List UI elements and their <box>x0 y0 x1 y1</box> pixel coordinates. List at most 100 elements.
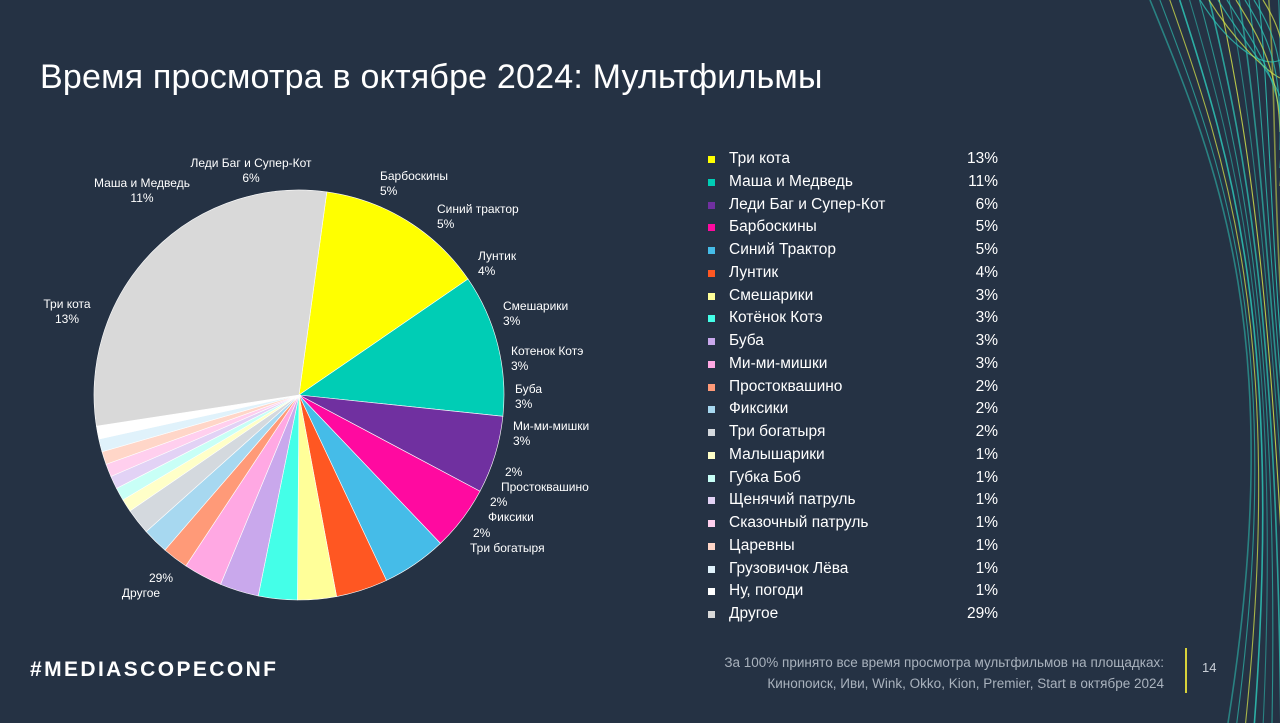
legend-value: 1% <box>975 559 998 577</box>
slice-label-фиксики: 2%Фиксики <box>488 495 534 524</box>
slice-label-value: 29% <box>149 571 173 585</box>
slice-label-value: 4% <box>478 264 496 278</box>
legend-label: Буба <box>729 332 764 349</box>
legend-item-царевны: Царевны 1% <box>706 535 1006 558</box>
legend-label: Синий Трактор <box>729 241 836 258</box>
legend-item-простоквашино: Простоквашино 2% <box>706 376 1006 399</box>
decor-curve <box>1218 0 1280 526</box>
pie-slice-три-кота <box>298 191 469 396</box>
legend-swatch <box>708 269 715 277</box>
slice-label-простоквашино: 2%Простоквашино <box>501 465 589 494</box>
slice-label-name: Фиксики <box>488 510 534 524</box>
legend-swatch <box>708 429 715 436</box>
legend-label: Леди Баг и Супер-Кот <box>729 195 886 213</box>
legend-value: 3% <box>975 309 998 327</box>
legend-label: Ми-ми-мишки <box>729 354 828 372</box>
legend-value: 2% <box>975 400 998 418</box>
legend-item-другое: Другое 29% <box>706 603 1006 626</box>
decor-curve <box>1169 0 1260 723</box>
slice-label-value: 2% <box>473 526 491 540</box>
page-title: Время просмотра в октябре 2024: Мультфил… <box>40 58 823 96</box>
legend-swatch <box>708 542 715 550</box>
decor-curve <box>1248 0 1280 380</box>
legend-value: 29% <box>966 605 998 622</box>
slice-label-name: Ми-ми-мишки <box>513 419 589 433</box>
legend-value: 5% <box>975 241 998 258</box>
legend-label: Три кота <box>729 150 790 167</box>
slice-label-name: Три богатыря <box>470 541 545 555</box>
slice-label-name: Барбоскины <box>380 169 448 183</box>
legend-swatch <box>708 156 715 163</box>
decor-curve <box>1235 0 1280 133</box>
slice-label-value: 3% <box>503 314 521 328</box>
legend-swatch <box>708 451 715 459</box>
legend-item-буба: Буба 3% <box>706 330 1006 353</box>
legend-value: 3% <box>975 286 998 304</box>
legend-label: Котёнок Котэ <box>729 309 823 327</box>
slice-label-value: 3% <box>515 397 533 411</box>
slice-label-name: Три кота <box>43 297 91 311</box>
legend-value: 6% <box>975 195 998 213</box>
pie-slice-маша-и-медведь <box>298 278 505 417</box>
legend-swatch <box>708 178 715 186</box>
legend-item-грузовичок-лёва: Грузовичок Лёва 1% <box>706 558 1006 581</box>
footnote-line-2: Кинопоиск, Иви, Wink, Okko, Kion, Premie… <box>767 676 1164 691</box>
decor-curve <box>1208 0 1280 723</box>
slice-label-три-богатыря: 2%Три богатыря <box>470 526 545 555</box>
legend-value: 1% <box>975 514 998 531</box>
legend-item-щенячий-патруль: Щенячий патруль 1% <box>706 489 1006 512</box>
footnote-line-1: За 100% принято все время просмотра муль… <box>724 655 1164 670</box>
legend-swatch <box>708 201 715 209</box>
decor-curve <box>1178 0 1264 723</box>
decor-curve <box>1189 0 1268 723</box>
legend-label: Простоквашино <box>729 377 843 395</box>
slice-label-name: Смешарики <box>503 299 568 313</box>
slice-label-name: Котенок Котэ <box>511 344 583 358</box>
legend-label: Лунтик <box>729 263 779 281</box>
legend-label: Грузовичок Лёва <box>729 559 849 577</box>
decor-curve <box>1198 0 1274 723</box>
legend-item-три-кота: Три кота 13% <box>706 148 1006 171</box>
legend-swatch <box>708 292 715 300</box>
legend-value: 3% <box>975 332 998 349</box>
legend-item-синий-трактор: Синий Трактор 5% <box>706 239 1006 262</box>
decor-curve <box>1228 0 1280 464</box>
legend-swatch <box>708 474 715 482</box>
legend-value: 5% <box>975 218 998 236</box>
legend-swatch <box>708 565 715 573</box>
slice-label-value: 3% <box>513 434 531 448</box>
legend-item-котёнок-котэ: Котёнок Котэ 3% <box>706 307 1006 330</box>
legend-swatch <box>708 611 715 618</box>
legend-label: Ну, погоди <box>729 582 804 600</box>
page-number: 14 <box>1202 660 1217 675</box>
decor-curve <box>1149 0 1252 723</box>
legend-value: 2% <box>975 377 998 395</box>
decor-curve <box>1238 0 1280 422</box>
legend-item-маша-и-медведь: Маша и Медведь 11% <box>706 171 1006 194</box>
legend-label: Губка Боб <box>729 468 801 486</box>
legend-swatch <box>708 247 715 254</box>
legend-value: 2% <box>975 423 998 440</box>
legend-value: 1% <box>975 468 998 486</box>
legend-item-сказочный-патруль: Сказочный патруль 1% <box>706 512 1006 535</box>
slice-label-другое: 29%Другое <box>122 571 173 600</box>
legend-label: Малышарики <box>729 445 825 463</box>
legend-item-три-богатыря: Три богатыря 2% <box>706 421 1006 444</box>
legend-label: Маша и Медведь <box>729 172 853 190</box>
slice-label-name: Маша и Медведь <box>94 176 190 190</box>
hashtag: #MEDIASCOPECONF <box>30 658 279 681</box>
decor-curve <box>1217 0 1280 97</box>
legend-value: 1% <box>975 536 998 554</box>
legend-label: Щенячий патруль <box>729 491 856 509</box>
legend-value: 1% <box>975 445 998 463</box>
legend-item-ну-погоди: Ну, погоди 1% <box>706 580 1006 603</box>
chart-legend: Три кота 13% Маша и Медведь 11% Леди Баг и С… <box>706 148 1006 626</box>
